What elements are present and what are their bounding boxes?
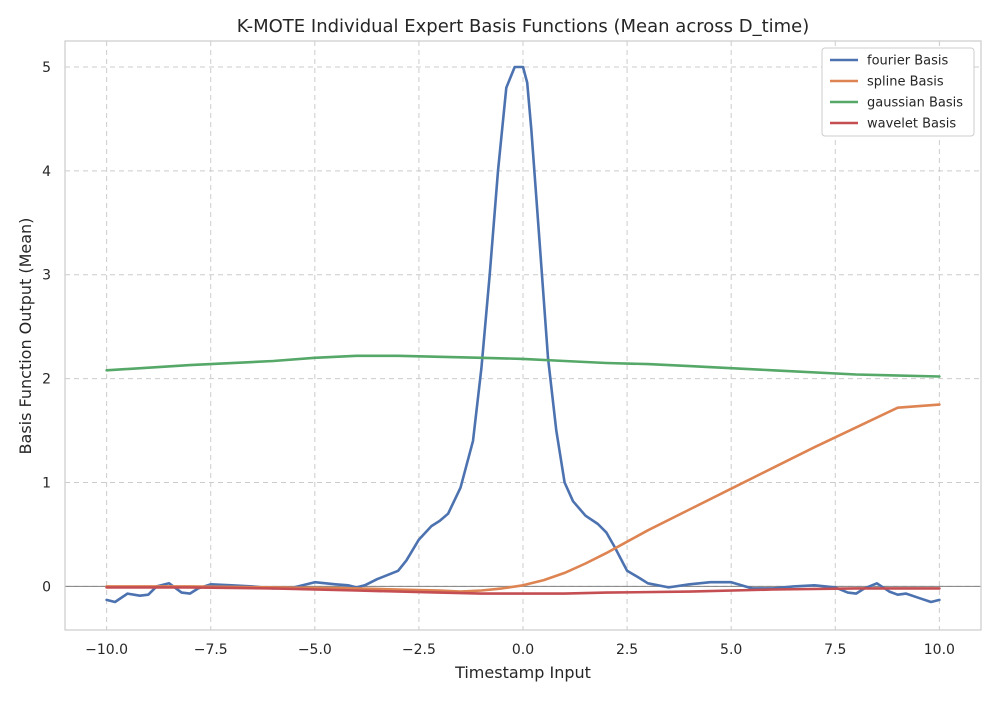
chart-title: K-MOTE Individual Expert Basis Functions…: [237, 16, 810, 37]
y-tick-label: 5: [42, 60, 51, 76]
y-tick-label: 3: [42, 268, 51, 284]
series-lines: [105, 65, 941, 604]
x-tick-label: 2.5: [616, 642, 638, 658]
spline-legend-label: spline Basis: [867, 75, 944, 90]
x-tick-label: 0.0: [512, 642, 534, 658]
plot-frame: [64, 40, 982, 631]
x-axis-ticks: −10.0 −7.5 −5.0 −2.5 0.0 2.5 5.0 7.5 10.0: [85, 642, 955, 658]
y-tick-label: 4: [42, 164, 51, 180]
gaussian-legend-label: gaussian Basis: [867, 96, 963, 111]
gaussian-basis-line: [105, 354, 941, 378]
x-tick-label: −7.5: [194, 642, 228, 658]
x-tick-label: −2.5: [402, 642, 436, 658]
spline-basis-line: [105, 403, 941, 593]
fourier-legend-label: fourier Basis: [867, 54, 948, 69]
y-tick-label: 1: [42, 475, 51, 491]
fourier-basis-line: [105, 65, 941, 604]
legend-box: [821, 47, 975, 137]
x-tick-label: −10.0: [85, 642, 128, 658]
x-tick-label: 5.0: [720, 642, 742, 658]
y-tick-label: 2: [42, 372, 51, 388]
wavelet-basis-line: [105, 586, 941, 595]
y-axis-ticks: 0 1 2 3 4 5: [42, 60, 51, 595]
x-tick-label: −5.0: [298, 642, 332, 658]
legend: fourier Basis spline Basis gaussian Basis w…: [821, 47, 975, 137]
grid: [65, 41, 981, 630]
x-tick-label: 10.0: [924, 642, 955, 658]
y-axis-label: Basis Function Output (Mean): [16, 218, 35, 455]
x-tick-label: 7.5: [824, 642, 846, 658]
x-axis-label: Timestamp Input: [454, 663, 591, 682]
y-tick-label: 0: [42, 579, 51, 595]
wavelet-legend-label: wavelet Basis: [867, 117, 956, 132]
